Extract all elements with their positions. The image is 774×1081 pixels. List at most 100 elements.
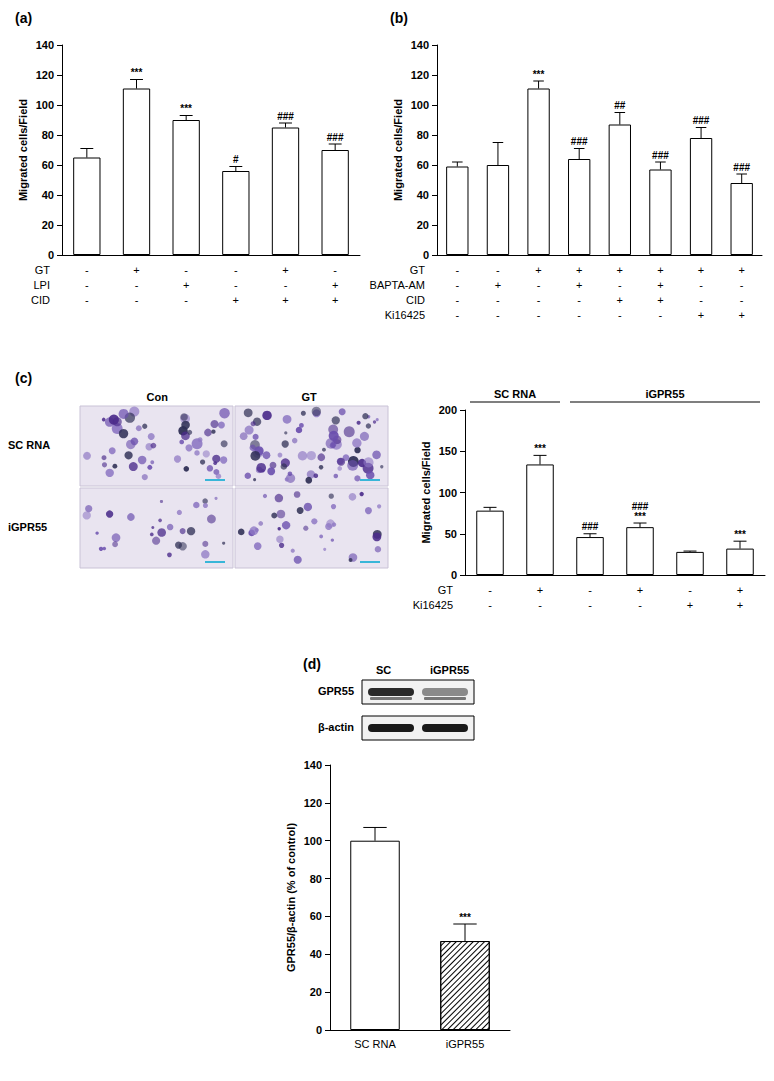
svg-text:###: ### — [327, 132, 344, 143]
svg-text:50: 50 — [445, 528, 457, 540]
svg-text:***: *** — [180, 103, 192, 114]
svg-text:+: + — [495, 279, 501, 291]
svg-text:+: + — [737, 599, 743, 611]
svg-text:20: 20 — [417, 219, 429, 231]
svg-text:+: + — [535, 264, 541, 276]
svg-text:SC RNA: SC RNA — [354, 1038, 396, 1050]
svg-text:Migrated cells/Field: Migrated cells/Field — [392, 99, 404, 201]
svg-text:+: + — [617, 294, 623, 306]
svg-text:40: 40 — [417, 189, 429, 201]
svg-text:SC RNA: SC RNA — [8, 439, 50, 451]
svg-text:***: *** — [634, 511, 646, 522]
svg-text:-: - — [455, 309, 459, 321]
svg-text:GT: GT — [438, 584, 454, 596]
svg-text:+: + — [183, 279, 189, 291]
svg-text:60: 60 — [310, 910, 322, 922]
svg-text:-: - — [618, 309, 622, 321]
svg-text:iGPR55: iGPR55 — [430, 664, 469, 676]
svg-text:0: 0 — [316, 1024, 322, 1036]
svg-text:80: 80 — [310, 873, 322, 885]
svg-text:#: # — [233, 154, 239, 165]
svg-text:0: 0 — [423, 249, 429, 261]
svg-text:***: *** — [734, 529, 746, 540]
svg-text:+: + — [332, 279, 338, 291]
svg-text:iGPR55: iGPR55 — [645, 388, 684, 400]
svg-text:+: + — [687, 599, 693, 611]
svg-text:40: 40 — [42, 189, 54, 201]
svg-text:-: - — [85, 294, 89, 306]
svg-text:(b): (b) — [390, 10, 408, 26]
svg-text:+: + — [576, 264, 582, 276]
svg-text:-: - — [284, 279, 288, 291]
svg-text:100: 100 — [411, 99, 429, 111]
svg-text:+: + — [282, 294, 288, 306]
svg-text:-: - — [537, 294, 541, 306]
svg-text:β-actin: β-actin — [318, 721, 354, 733]
svg-text:###: ### — [652, 150, 669, 161]
svg-text:iGPR55: iGPR55 — [8, 521, 47, 533]
svg-text:60: 60 — [417, 159, 429, 171]
svg-text:CID: CID — [31, 294, 50, 306]
svg-text:GPR55: GPR55 — [318, 685, 354, 697]
svg-text:60: 60 — [42, 159, 54, 171]
svg-text:-: - — [85, 279, 89, 291]
svg-text:80: 80 — [42, 129, 54, 141]
svg-text:Migrated cells/Field: Migrated cells/Field — [420, 441, 432, 543]
svg-text:+: + — [282, 264, 288, 276]
svg-text:-: - — [638, 599, 642, 611]
svg-text:-: - — [699, 279, 703, 291]
svg-text:+: + — [233, 294, 239, 306]
svg-text:+: + — [332, 294, 338, 306]
svg-text:Ki16425: Ki16425 — [385, 309, 425, 321]
svg-text:##: ## — [614, 100, 626, 111]
svg-text:-: - — [234, 279, 238, 291]
svg-text:140: 140 — [36, 39, 54, 51]
svg-text:+: + — [537, 584, 543, 596]
svg-text:100: 100 — [304, 835, 322, 847]
svg-text:+: + — [657, 279, 663, 291]
svg-text:-: - — [699, 294, 703, 306]
svg-text:-: - — [135, 294, 139, 306]
svg-text:GT: GT — [410, 264, 426, 276]
svg-text:80: 80 — [417, 129, 429, 141]
svg-text:0: 0 — [48, 249, 54, 261]
svg-text:-: - — [488, 599, 492, 611]
svg-text:-: - — [740, 279, 744, 291]
svg-text:-: - — [455, 264, 459, 276]
svg-text:-: - — [588, 599, 592, 611]
svg-text:+: + — [657, 294, 663, 306]
svg-text:-: - — [455, 279, 459, 291]
svg-text:+: + — [657, 264, 663, 276]
svg-text:GPR55/β-actin (% of control): GPR55/β-actin (% of control) — [285, 823, 297, 972]
svg-text:-: - — [184, 294, 188, 306]
svg-text:+: + — [617, 264, 623, 276]
svg-text:-: - — [135, 279, 139, 291]
svg-text:-: - — [537, 279, 541, 291]
svg-text:GT: GT — [35, 264, 51, 276]
svg-text:-: - — [618, 279, 622, 291]
svg-text:-: - — [234, 264, 238, 276]
svg-text:-: - — [496, 264, 500, 276]
svg-text:-: - — [577, 309, 581, 321]
svg-text:120: 120 — [304, 797, 322, 809]
svg-text:40: 40 — [310, 948, 322, 960]
svg-text:100: 100 — [36, 99, 54, 111]
svg-text:120: 120 — [36, 69, 54, 81]
svg-text:(c): (c) — [15, 370, 32, 386]
svg-text:140: 140 — [411, 39, 429, 51]
svg-text:-: - — [659, 309, 663, 321]
svg-text:###: ### — [571, 136, 588, 147]
svg-text:120: 120 — [411, 69, 429, 81]
svg-text:LPI: LPI — [33, 279, 50, 291]
svg-text:-: - — [577, 294, 581, 306]
svg-text:###: ### — [582, 521, 599, 532]
svg-text:+: + — [637, 584, 643, 596]
svg-text:+: + — [738, 264, 744, 276]
svg-text:BAPTA-AM: BAPTA-AM — [370, 279, 425, 291]
svg-text:Ki16425: Ki16425 — [413, 599, 453, 611]
svg-text:###: ### — [277, 111, 294, 122]
svg-text:20: 20 — [42, 219, 54, 231]
svg-text:150: 150 — [439, 445, 457, 457]
svg-text:***: *** — [533, 69, 545, 80]
svg-text:+: + — [133, 264, 139, 276]
